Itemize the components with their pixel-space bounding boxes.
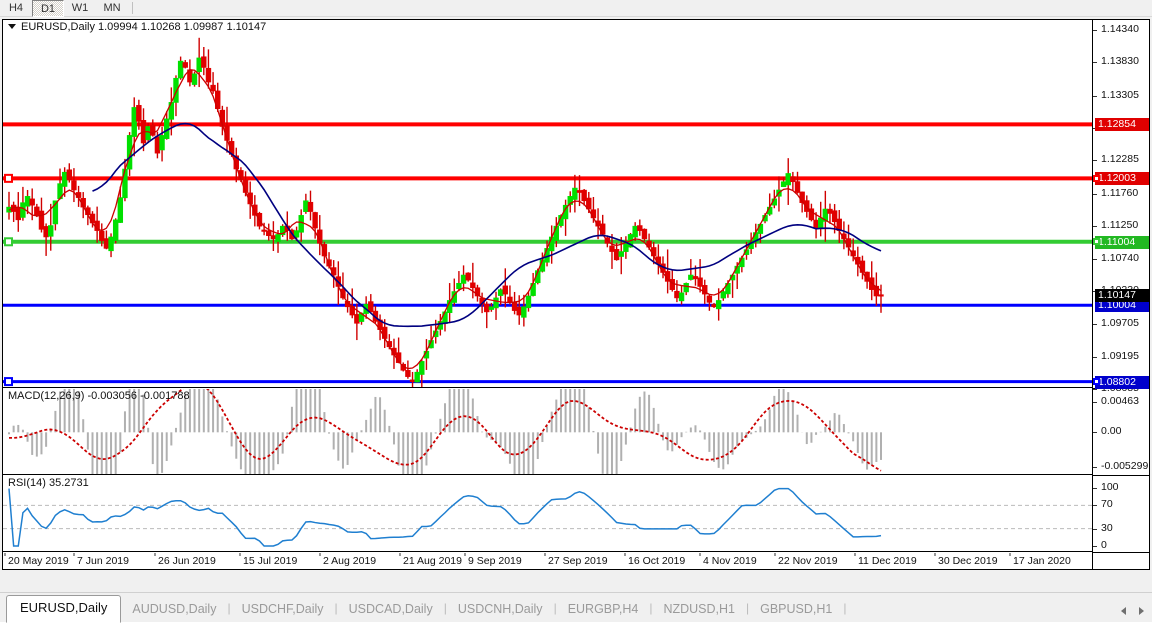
macd-axis-label: -0.005299: [1101, 460, 1149, 472]
price-axis-label: 1.13830: [1101, 55, 1139, 68]
axis-tick: [1093, 546, 1097, 547]
rsi-axis-label: 30: [1101, 521, 1113, 534]
macd-axis-label: 0.00: [1101, 425, 1122, 438]
axis-tick: [1093, 505, 1097, 507]
date-axis-label: 27 Sep 2019: [548, 555, 608, 567]
date-axis-label: 7 Jun 2019: [77, 555, 129, 567]
tab-divider: |: [553, 601, 557, 615]
scroll-left-icon[interactable]: [1121, 607, 1126, 615]
price-axis-label: 1.10740: [1101, 251, 1139, 264]
axis-tick: [1093, 193, 1097, 195]
date-axis-label: 21 Aug 2019: [403, 555, 462, 567]
tab-gbpusd-h1[interactable]: GBPUSD,H1: [760, 602, 833, 616]
timeframe-button-w1[interactable]: W1: [71, 2, 89, 14]
date-axis-label: 2 Aug 2019: [323, 555, 376, 567]
date-axis: 20 May 2019 7 Jun 2019 26 Jun 2019 15 Jul 2…: [3, 553, 1093, 569]
price-axis[interactable]: 1.143401.138301.133051.127951.122851.117…: [1092, 20, 1150, 569]
rsi-axis-label: 100: [1101, 481, 1119, 493]
tab-audusd-daily[interactable]: AUDUSD,Daily: [132, 602, 217, 616]
tab-usdchf-daily[interactable]: USDCHF,Daily: [241, 602, 324, 616]
rsi-chart-canvas[interactable]: [3, 476, 1093, 551]
chart-area[interactable]: EURUSD,Daily 1.09994 1.10268 1.09987 1.1…: [2, 19, 1150, 570]
timeframe-button-d1[interactable]: D1: [32, 0, 64, 17]
axis-tick: [1093, 95, 1097, 97]
left-gutter: [0, 19, 2, 570]
date-axis-label: 16 Oct 2019: [628, 555, 685, 567]
timeframe-button-mn[interactable]: MN: [103, 2, 121, 14]
tab-divider: |: [649, 601, 653, 615]
axis-tick: [1093, 389, 1097, 390]
macd-pane[interactable]: MACD(12,26,9) -0.003056 -0.001788: [3, 389, 1093, 475]
axis-tick: [1093, 30, 1097, 31]
level-handle[interactable]: [1093, 238, 1100, 246]
level-handle[interactable]: [1093, 378, 1100, 386]
axis-tick: [1093, 356, 1097, 358]
price-axis-label: 1.09705: [1101, 317, 1139, 330]
date-axis-canvas: 20 May 2019 7 Jun 2019 26 Jun 2019 15 Jul 2…: [4, 553, 1071, 567]
toolbar-separator: [132, 2, 133, 14]
price-tag-resistance-lower[interactable]: 1.12003: [1095, 172, 1149, 186]
axis-tick: [1093, 402, 1097, 403]
rsi-axis-label: 70: [1101, 498, 1113, 511]
axis-tick: [1093, 528, 1097, 530]
axis-tick: [1093, 160, 1097, 162]
axis-tick: [1093, 258, 1097, 260]
scroll-right-icon[interactable]: [1139, 607, 1144, 615]
axis-tick: [1093, 432, 1097, 434]
collapse-arrow-icon[interactable]: [8, 24, 16, 29]
tab-eurusd-daily[interactable]: EURUSD,Daily: [6, 595, 122, 623]
date-axis-label: 4 Nov 2019: [703, 555, 757, 567]
price-axis-label: 1.11250: [1101, 219, 1139, 232]
price-chart-canvas[interactable]: [3, 20, 1093, 387]
tab-divider: |: [334, 601, 338, 615]
price-tag-support-lower[interactable]: 1.08802: [1095, 375, 1149, 389]
price-pane[interactable]: EURUSD,Daily 1.09994 1.10268 1.09987 1.1…: [3, 20, 1093, 388]
tab-divider: |: [443, 601, 447, 615]
tab-divider: |: [746, 601, 750, 615]
macd-axis-label: 0.00463: [1101, 395, 1139, 407]
tab-scroll-controls[interactable]: [1121, 607, 1144, 615]
tab-divider: |: [227, 601, 231, 615]
axis-tick: [1093, 467, 1097, 468]
date-axis-label: 15 Jul 2019: [243, 555, 297, 567]
date-axis-label: 26 Jun 2019: [158, 555, 216, 567]
macd-chart-canvas[interactable]: [3, 389, 1093, 474]
date-axis-label: 9 Sep 2019: [468, 555, 522, 567]
price-axis-label: 1.14340: [1101, 23, 1139, 35]
price-axis-label: 1.12285: [1101, 153, 1139, 166]
chart-tab-bar[interactable]: EURUSD,Daily AUDUSD,Daily | USDCHF,Daily…: [0, 592, 1152, 623]
rsi-pane[interactable]: RSI(14) 35.2731: [3, 476, 1093, 552]
axis-separator: [1093, 475, 1150, 476]
price-tag-resistance-upper[interactable]: 1.12854: [1095, 118, 1149, 132]
tab-eurgbp-h4[interactable]: EURGBP,H4: [567, 602, 639, 616]
tab-nzdusd-h1[interactable]: NZDUSD,H1: [663, 602, 735, 616]
tab-divider: |: [843, 601, 847, 615]
axis-separator: [1093, 552, 1150, 553]
axis-tick: [1093, 226, 1097, 228]
price-tag-current-price[interactable]: 1.10147: [1095, 289, 1149, 303]
tab-usdcad-daily[interactable]: USDCAD,Daily: [348, 602, 433, 616]
level-handle[interactable]: [1093, 174, 1100, 182]
price-axis-label: 1.13305: [1101, 88, 1139, 101]
date-axis-label: 11 Dec 2019: [858, 555, 917, 567]
axis-tick: [1093, 324, 1097, 326]
date-axis-label: 30 Dec 2019: [938, 555, 998, 567]
axis-tick: [1093, 62, 1097, 64]
date-axis-label: 17 Jan 2020: [1013, 555, 1071, 567]
rsi-axis-label: 0: [1101, 539, 1107, 551]
price-axis-label: 1.11760: [1101, 186, 1139, 199]
date-axis-label: 22 Nov 2019: [778, 555, 838, 567]
timeframe-button-h4[interactable]: H4: [8, 2, 24, 14]
price-axis-label: 1.09195: [1101, 349, 1139, 362]
axis-tick: [1093, 488, 1097, 489]
date-axis-label: 20 May 2019: [8, 555, 69, 567]
price-tag-pivot[interactable]: 1.11004: [1095, 235, 1149, 249]
timeframe-toolbar: H4 D1 W1 MN: [0, 0, 1152, 17]
price-tag-support-upper[interactable]: 1.10004: [1095, 299, 1149, 313]
tab-usdcnh-daily[interactable]: USDCNH,Daily: [457, 602, 543, 616]
